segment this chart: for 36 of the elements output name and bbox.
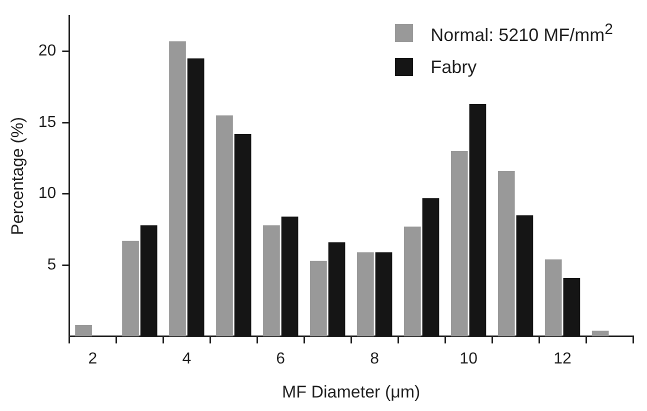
- bar: [450, 151, 468, 336]
- bar: [310, 260, 327, 336]
- bar: [234, 134, 252, 336]
- x-tick-label: 2: [88, 350, 98, 368]
- bar: [498, 171, 515, 336]
- bar: [469, 104, 486, 336]
- bar: [75, 324, 92, 336]
- x-tick-label: 12: [554, 350, 572, 368]
- bar: [263, 225, 280, 336]
- bar: [187, 58, 204, 336]
- y-tick-label: 15: [38, 114, 56, 131]
- y-tick-label: 20: [38, 42, 56, 60]
- bar: [516, 215, 534, 336]
- bar: [592, 330, 609, 336]
- bar: [140, 225, 158, 336]
- bar: [328, 242, 346, 336]
- bar: [544, 259, 562, 336]
- x-tick-label: 4: [182, 350, 192, 368]
- y-tick-label: 5: [47, 256, 56, 274]
- bar: [169, 41, 186, 336]
- x-tick-label: 6: [276, 350, 286, 368]
- bar: [216, 115, 233, 336]
- x-tick-label: 8: [370, 350, 380, 368]
- bar: [357, 252, 374, 336]
- legend-label: Normal: 5210 MF/mm$^{2}$: [430, 20, 613, 46]
- bar: [281, 216, 298, 336]
- y-axis-title: Percentage (%): [8, 116, 27, 236]
- bar: [422, 198, 440, 336]
- bar: [404, 226, 421, 336]
- bar: [563, 278, 580, 336]
- bar: [122, 240, 139, 336]
- bar: [375, 252, 392, 336]
- x-tick-label: 10: [460, 350, 478, 368]
- y-tick-label: 10: [38, 185, 56, 202]
- legend-label: Fabry: [430, 56, 477, 78]
- x-axis-title: MF Diameter (μm): [282, 382, 420, 402]
